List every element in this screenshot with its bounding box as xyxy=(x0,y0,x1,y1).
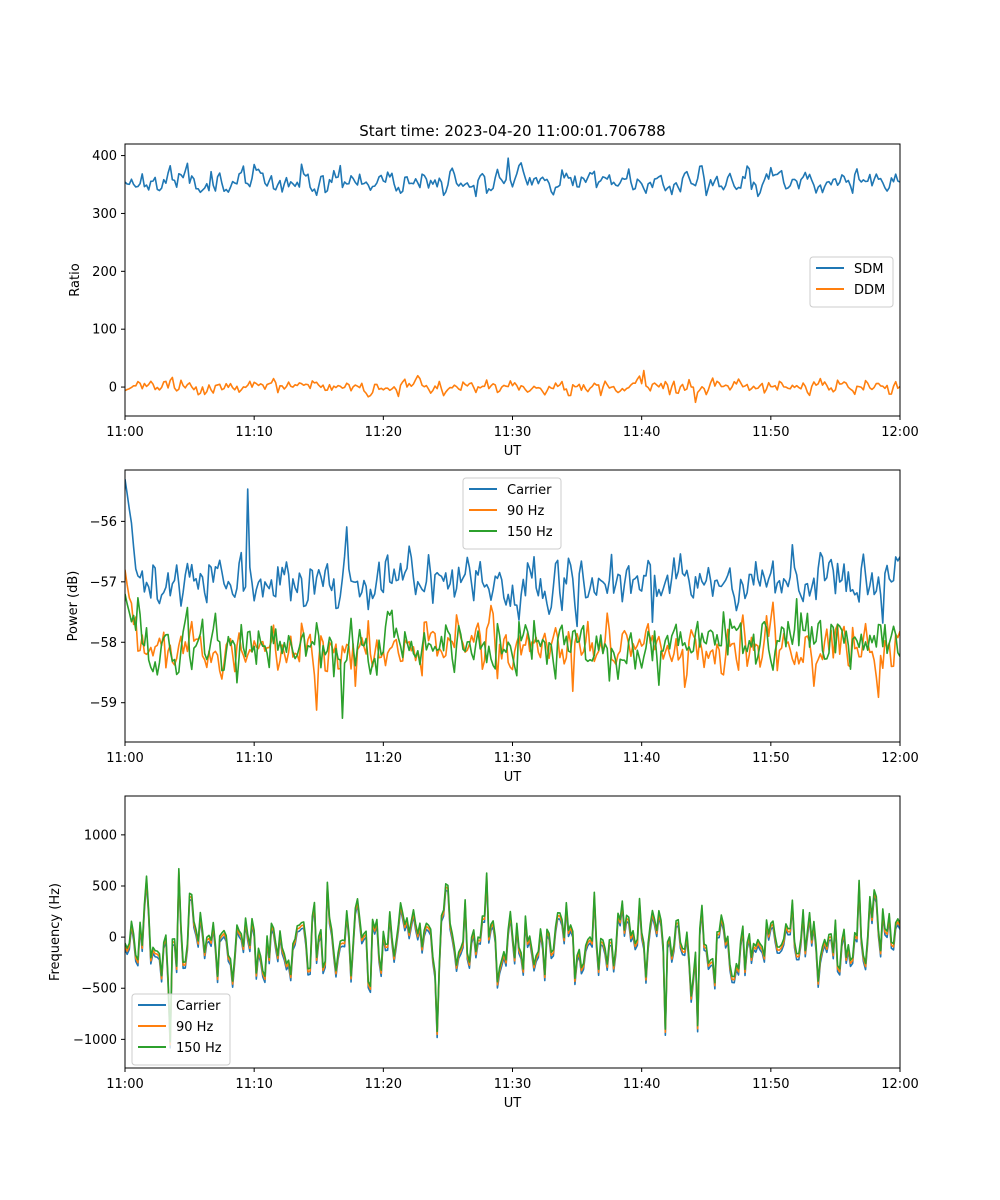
x-tick-label: 11:00 xyxy=(106,425,143,440)
figure-title: Start time: 2023-04-20 11:00:01.706788 xyxy=(359,122,665,140)
legend: Carrier 90 Hz 150 Hz xyxy=(131,993,231,1066)
x-tick-label: 11:00 xyxy=(106,751,143,766)
y-tick-label: 0 xyxy=(109,931,117,946)
series-line-90-hz xyxy=(125,569,900,711)
chart-panel-1: 11:00 11:10 11:20 11:30 11:40 11:50 12:00 0 100 2… xyxy=(68,143,919,459)
x-tick-label: 11:10 xyxy=(235,1077,272,1092)
legend-label: Carrier xyxy=(507,483,552,498)
x-tick-label: 11:20 xyxy=(365,1077,402,1092)
legend-box xyxy=(809,256,894,308)
x-tick-label: 11:40 xyxy=(623,751,660,766)
x-tick-label: 12:00 xyxy=(881,1077,918,1092)
x-tick-label: 11:30 xyxy=(494,425,531,440)
x-tick-label: 11:30 xyxy=(494,1077,531,1092)
series-line-ddm xyxy=(125,369,900,404)
legend-label: 150 Hz xyxy=(176,1041,222,1056)
legend-label: DDM xyxy=(854,283,885,298)
series-line-carrier xyxy=(125,478,900,628)
y-tick-label: 1000 xyxy=(84,828,117,843)
y-tick-label: −56 xyxy=(90,515,117,530)
x-tick-label: 11:10 xyxy=(235,751,272,766)
x-tick-label: 11:30 xyxy=(494,751,531,766)
x-tick-label: 11:50 xyxy=(752,1077,789,1092)
legend: SDM DDM xyxy=(809,256,894,308)
y-tick-label: 400 xyxy=(92,149,117,164)
x-tick-label: 11:20 xyxy=(365,425,402,440)
y-tick-label: −500 xyxy=(81,982,117,997)
legend-label: Carrier xyxy=(176,999,221,1014)
x-tick-label: 11:50 xyxy=(752,751,789,766)
plot-area xyxy=(125,867,900,1049)
y-tick-label: −1000 xyxy=(73,1033,117,1048)
y-tick-label: 0 xyxy=(109,381,117,396)
panels: 11:00 11:10 11:20 11:30 11:40 11:50 12:00 0 100 2… xyxy=(48,143,919,1111)
y-axis-label: Power (dB) xyxy=(66,571,81,642)
y-tick-label: 300 xyxy=(92,207,117,222)
y-tick-label: 100 xyxy=(92,323,117,338)
legend-label: 150 Hz xyxy=(507,525,553,540)
x-axis-label: UT xyxy=(504,770,522,785)
x-tick-label: 12:00 xyxy=(881,751,918,766)
x-tick-label: 11:00 xyxy=(106,1077,143,1092)
y-axis-label: Frequency (Hz) xyxy=(48,883,63,981)
chart-panel-3: 11:00 11:10 11:20 11:30 11:40 11:50 12:00 −1000… xyxy=(48,795,919,1111)
x-tick-label: 11:40 xyxy=(623,425,660,440)
plot-area xyxy=(125,157,900,404)
x-tick-label: 11:20 xyxy=(365,751,402,766)
legend-label: SDM xyxy=(854,262,883,277)
series-line-150-hz xyxy=(125,593,900,719)
y-axis-label: Ratio xyxy=(68,263,83,296)
series-line-150-hz xyxy=(125,867,900,1043)
y-tick-label: 200 xyxy=(92,265,117,280)
series-line-carrier xyxy=(125,874,900,1049)
y-tick-label: 500 xyxy=(92,879,117,894)
series-line-sdm xyxy=(125,157,900,198)
legend: Carrier 90 Hz 150 Hz xyxy=(462,477,562,550)
series-line-90-hz xyxy=(125,870,900,1046)
x-tick-label: 11:40 xyxy=(623,1077,660,1092)
y-tick-label: −59 xyxy=(90,696,117,711)
plot-area xyxy=(125,478,900,719)
x-axis-label: UT xyxy=(504,1096,522,1111)
x-tick-label: 11:50 xyxy=(752,425,789,440)
chart-panel-2: 11:00 11:10 11:20 11:30 11:40 11:50 12:00 −59 −5… xyxy=(66,469,919,785)
x-axis-label: UT xyxy=(504,444,522,459)
y-tick-label: −58 xyxy=(90,636,117,651)
x-tick-label: 11:10 xyxy=(235,425,272,440)
y-tick-label: −57 xyxy=(90,575,117,590)
legend-label: 90 Hz xyxy=(176,1020,213,1035)
x-tick-label: 12:00 xyxy=(881,425,918,440)
legend-label: 90 Hz xyxy=(507,504,544,519)
